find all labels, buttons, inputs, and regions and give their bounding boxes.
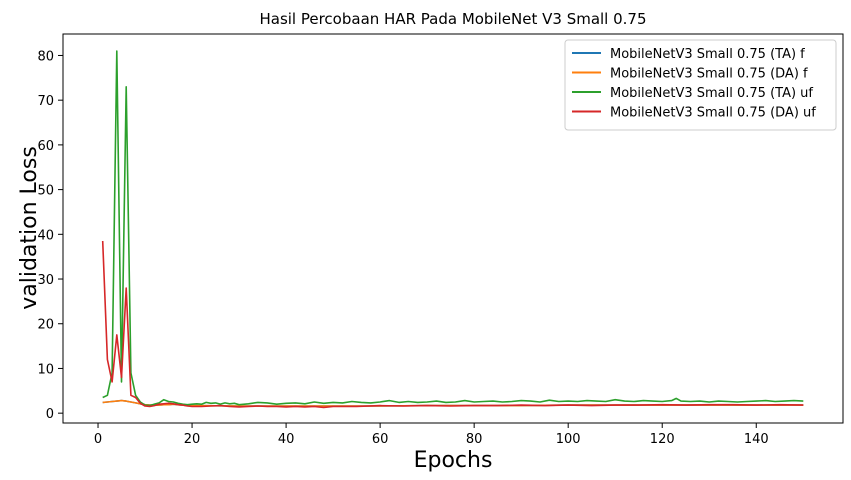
x-tick-label: 40: [278, 432, 295, 447]
y-tick-label: 40: [37, 228, 54, 243]
y-axis: 0 10 20 30 40 50 60 70 80: [37, 49, 63, 422]
y-tick-label: 50: [37, 184, 54, 199]
x-tick-label: 100: [556, 432, 581, 447]
x-axis: 0 20 40 60 80 100 120 140: [94, 423, 769, 447]
legend-label-4: MobileNetV3 Small 0.75 (DA) uf: [610, 106, 816, 121]
y-tick-label: 30: [37, 273, 54, 288]
series-line-3: [102, 50, 804, 407]
chart-title: Hasil Percobaan HAR Pada MobileNet V3 Sm…: [259, 10, 646, 28]
x-tick-label: 80: [466, 432, 483, 447]
y-tick-label: 60: [37, 139, 54, 154]
y-tick-label: 80: [37, 49, 54, 64]
x-tick-label: 140: [744, 432, 769, 447]
x-tick-label: 60: [372, 432, 389, 447]
x-tick-label: 0: [94, 432, 102, 447]
legend: MobileNetV3 Small 0.75 (TA) f MobileNetV3…: [564, 39, 837, 131]
y-tick-label: 70: [37, 94, 54, 109]
series-line-4: [101, 240, 804, 409]
x-tick-label: 20: [184, 432, 201, 447]
x-tick-label: 120: [650, 432, 675, 447]
legend-box: [564, 39, 837, 131]
y-tick-label: 10: [37, 362, 54, 377]
legend-label-2: MobileNetV3 Small 0.75 (DA) f: [610, 67, 808, 82]
legend-label-3: MobileNetV3 Small 0.75 (TA) uf: [610, 86, 813, 101]
series-lines: [101, 50, 804, 409]
y-tick-label: 0: [46, 407, 54, 422]
x-axis-title: Epochs: [414, 448, 493, 473]
y-axis-title: validation Loss: [17, 146, 42, 310]
y-tick-label: 20: [37, 318, 54, 333]
legend-label-1: MobileNetV3 Small 0.75 (TA) f: [610, 47, 805, 62]
